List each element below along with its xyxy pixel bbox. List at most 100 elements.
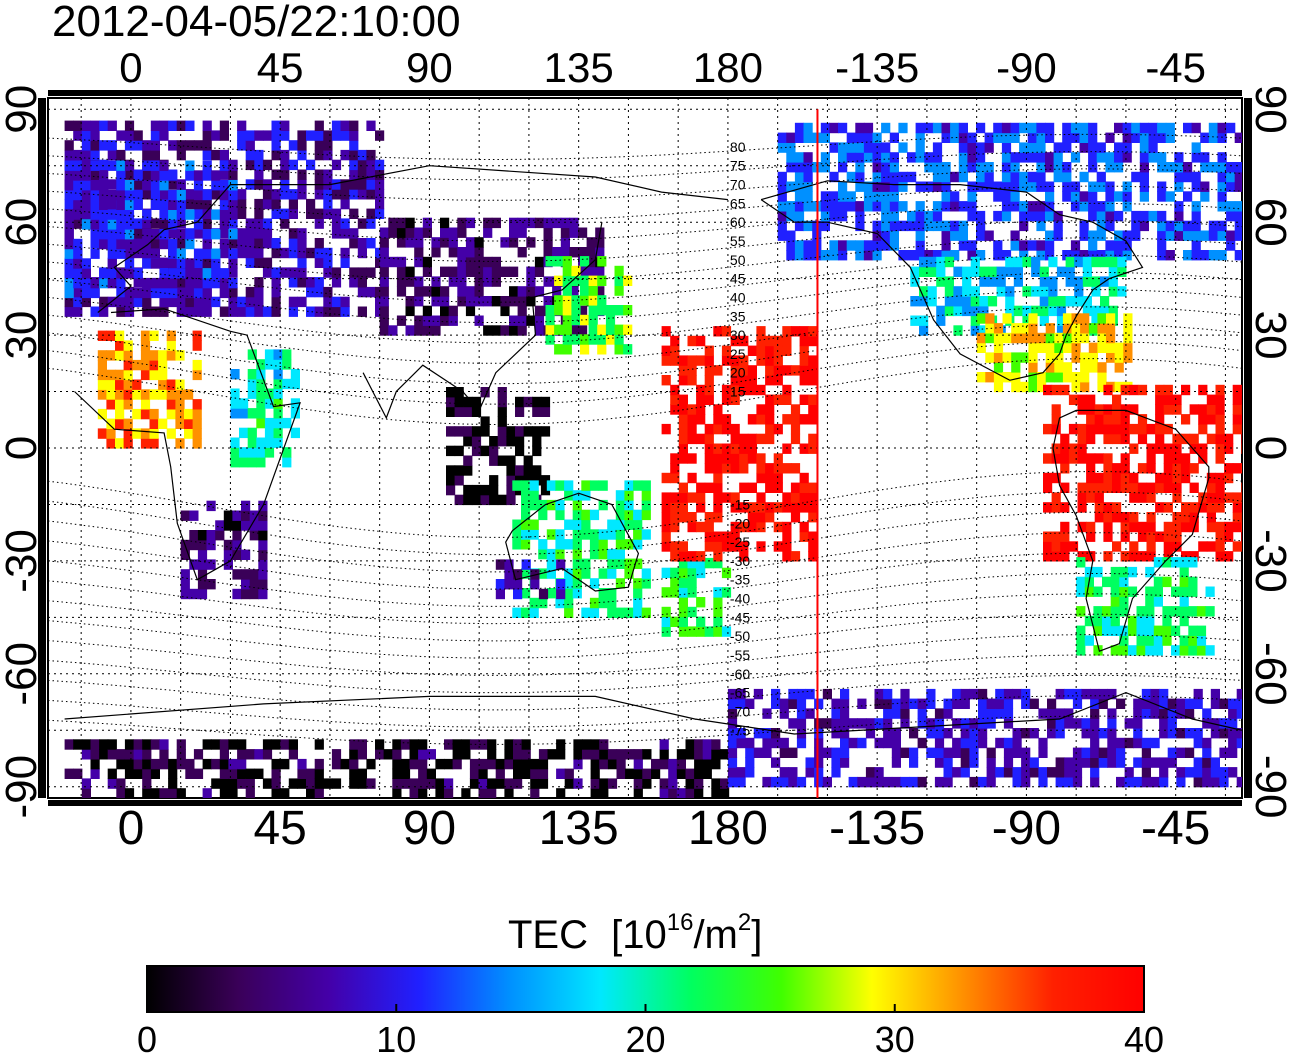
tec-cell — [713, 423, 723, 435]
tec-cell — [1163, 404, 1173, 415]
left-lat-label: -30 — [0, 529, 46, 593]
tec-cell — [314, 257, 324, 268]
tec-cell — [1232, 394, 1242, 405]
tec-cell — [765, 345, 775, 356]
tec-cell — [1051, 414, 1061, 425]
tec-cell — [1110, 576, 1120, 588]
tec-cell — [184, 408, 194, 420]
tec-cell — [314, 238, 324, 249]
tec-cell — [106, 428, 116, 439]
tec-cell — [73, 130, 83, 141]
tec-cell — [1039, 305, 1049, 317]
tec-cell — [124, 169, 135, 180]
tec-cell — [765, 482, 775, 493]
tec-cell — [314, 768, 324, 779]
coastline — [1052, 409, 1210, 652]
tec-cell — [588, 295, 598, 306]
tec-cell — [661, 375, 671, 386]
tec-cell — [478, 788, 488, 798]
tec-cell — [967, 181, 977, 192]
right-axis-bar — [1244, 98, 1252, 798]
tec-cell — [1012, 728, 1022, 739]
tec-cell — [176, 286, 186, 298]
tec-cell — [513, 768, 523, 779]
tec-cell — [1096, 201, 1106, 212]
tec-cell — [555, 499, 565, 511]
tec-cell — [814, 747, 824, 758]
tec-cell — [545, 334, 555, 345]
tec-cell — [1145, 635, 1155, 646]
tec-cell — [1224, 472, 1234, 484]
tec-cell — [808, 443, 818, 454]
tec-cell — [1103, 482, 1113, 493]
tec-cell — [597, 256, 607, 267]
tec-cell — [773, 453, 783, 464]
tec-cell — [448, 266, 458, 277]
tec-cell — [659, 749, 669, 760]
tec-cell — [446, 445, 456, 457]
tec-cell — [739, 541, 749, 552]
tec-cell — [1120, 472, 1130, 484]
tec-cell — [588, 275, 598, 286]
tec-cell — [782, 365, 792, 376]
tec-cell — [572, 578, 582, 589]
tec-cell — [1141, 688, 1151, 700]
tec-cell — [1150, 757, 1160, 768]
tec-cell — [704, 482, 714, 493]
tec-cell — [1105, 240, 1115, 251]
tec-cell — [431, 315, 441, 326]
tec-cell — [1051, 551, 1061, 562]
tec-cell — [865, 718, 876, 729]
tec-cell — [133, 179, 143, 190]
tec-cell — [1110, 596, 1120, 607]
tec-cell — [176, 739, 186, 750]
tec-cell — [297, 130, 307, 141]
tec-cell — [958, 122, 968, 134]
tec-cell — [124, 219, 135, 230]
tec-cell — [960, 718, 970, 729]
tec-cell — [185, 209, 195, 220]
tec-cell — [756, 492, 766, 503]
tec-cell — [1167, 698, 1177, 709]
tec-cell — [489, 475, 499, 486]
tec-cell — [262, 228, 273, 239]
tec-cell — [168, 788, 178, 798]
tec-cell — [1053, 142, 1063, 153]
tec-cell — [670, 384, 680, 396]
tec-cell — [73, 218, 83, 229]
tec-cell — [1234, 210, 1242, 222]
tec-cell — [872, 230, 882, 241]
tec-cell — [1079, 122, 1089, 134]
tec-cell — [245, 149, 255, 161]
tec-cell — [694, 788, 704, 798]
tec-cell — [1172, 512, 1182, 523]
tec-cell — [1090, 688, 1100, 700]
tec-cell — [820, 201, 830, 212]
tec-cell — [1206, 502, 1216, 513]
tec-cell — [1241, 433, 1242, 445]
tec-cell — [1155, 394, 1165, 405]
tec-cell — [642, 768, 652, 779]
tec-cell — [271, 247, 281, 259]
tec-cell — [73, 209, 83, 220]
contour-line — [48, 151, 1242, 181]
tec-cell — [1129, 423, 1139, 435]
tec-cell — [1228, 728, 1238, 739]
tec-cell — [889, 240, 899, 251]
tec-cell — [1122, 201, 1132, 212]
tec-cell — [739, 384, 749, 396]
tec-cell — [993, 132, 1003, 143]
tec-cell — [258, 539, 268, 551]
tec-cell — [799, 443, 809, 454]
tec-cell — [211, 189, 221, 200]
tec-cell — [1062, 142, 1072, 153]
tec-cell — [1174, 171, 1184, 183]
tec-region-east-africa — [230, 349, 300, 468]
tec-cell — [331, 159, 342, 171]
tec-cell — [967, 210, 977, 222]
tec-cell — [422, 325, 432, 336]
tec-cell — [1019, 332, 1029, 344]
tec-cell — [799, 394, 809, 405]
tec-cell — [556, 559, 566, 570]
tec-cell — [1172, 482, 1182, 493]
